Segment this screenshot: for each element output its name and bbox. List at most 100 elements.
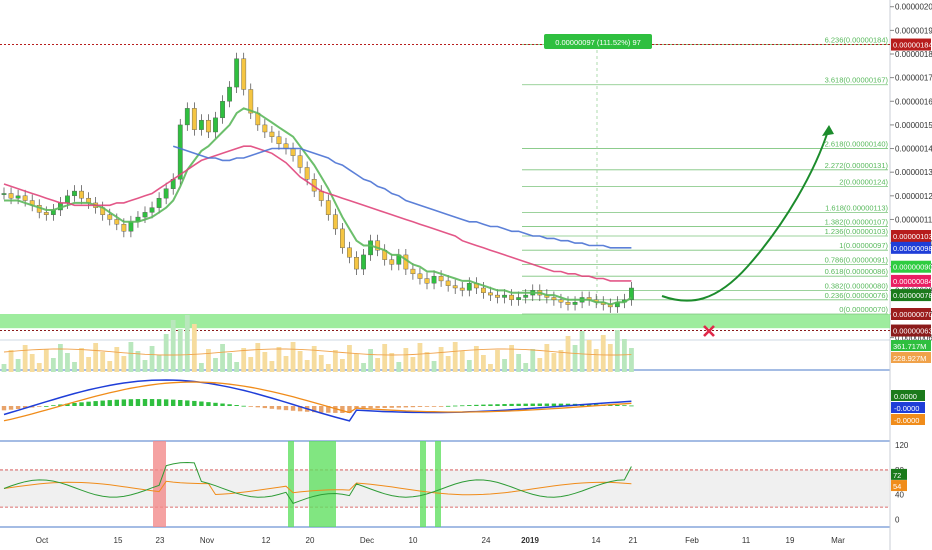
macd-histogram-bar [171,399,176,406]
macd-histogram-bar [431,406,437,407]
macd-histogram-bar [44,406,49,407]
candle-body [1,193,7,195]
volume-bar [502,359,507,372]
volume-bar [142,360,148,372]
measure-badge-label: 0.00000097 (111.52%) 97 [555,38,641,47]
price-tag-background [891,260,931,273]
macd-tag-label: 0.0000 [894,392,917,401]
macd-histogram-bar [382,406,387,408]
macd-histogram-bar [558,403,564,406]
candle-body [79,190,84,199]
rsi-band [0,469,890,508]
candle-body [368,240,373,256]
rsi-tag-background [891,468,907,480]
volume-bar [389,353,395,372]
macd-histogram-bar [523,403,528,406]
time-axis-tick-label: 14 [592,536,601,545]
fib-level-label: 2.272(0.00000131) [825,161,889,170]
fib-level-label: 0.618(0.00000086) [825,267,889,276]
candle-body [389,259,395,265]
volume-bar [206,349,211,372]
volume-bar [220,344,225,372]
volume-average-line [3,348,632,356]
macd-histogram-bar [107,400,112,406]
macd-histogram-bar [410,406,416,408]
time-axis-tick-label: 15 [114,536,123,545]
fib-level-label: 2(0.00000124) [839,177,888,186]
macd-histogram-bar [51,405,56,407]
fib-level-label: 0(0.00000070) [839,305,888,314]
time-axis-tick-label: Dec [360,536,374,545]
candle-body [340,228,345,249]
fib-level-label: 1.382(0.00000107) [825,218,889,227]
fib-level-label: 2.618(0.00000140) [825,140,889,149]
volume-bar [72,362,77,372]
volume-bar [128,342,134,372]
candle-body [262,124,268,133]
candle-body [375,240,381,251]
volume-bar [149,346,155,372]
projection-arrow-head [822,125,834,136]
macd-histogram-bar [135,399,141,406]
candle-body [149,207,155,213]
candle-body [551,297,557,301]
candle-body [488,292,493,296]
price-tag-background [891,230,931,242]
price-tag-label: 0.00000184 [893,41,932,50]
price-tag-label: 0.00000098 [893,244,932,253]
volume-bar [622,339,627,372]
rsi-tag-label: 54 [893,482,901,491]
macd-histogram-bar [509,403,514,406]
candle-body [163,188,169,199]
volume-bar [318,355,324,372]
candle-body [184,108,190,126]
macd-histogram-bar [438,406,444,407]
volume-bar [544,344,550,372]
time-axis-tick-label: 12 [262,536,271,545]
macd-histogram-bar [551,403,557,406]
volume-bar [15,359,21,372]
macd-histogram-bar [65,403,70,406]
price-tag-background [891,38,931,51]
candle-body [481,287,486,293]
volume-bar [191,324,197,372]
candle-body [72,190,77,197]
volume-bar [382,344,388,372]
macd-histogram-bar [72,402,77,406]
macd-histogram-bar [8,406,14,410]
volume-bar [43,349,49,372]
volume-bar [213,358,218,372]
fib-level-label: 3.618(0.00000167) [825,76,889,85]
projection-curve [661,127,830,302]
macd-histogram-bar [453,405,458,407]
volume-bar [523,363,529,372]
volume-bar [396,362,402,372]
macd-histogram-bar [424,406,430,407]
price-tag-background [891,308,931,320]
volume-bar [241,348,247,372]
volume-bar [614,330,620,372]
volume-bar [290,342,296,372]
macd-histogram-bar [586,404,592,406]
rsi-highlight-zone [309,441,336,527]
time-axis-tick-label: Mar [831,536,845,545]
candle-body [466,283,472,291]
time-axis-tick-label: 21 [629,536,638,545]
macd-histogram-bar [22,406,28,409]
volume-bar [100,352,106,372]
time-axis-tick-label: 2019 [521,536,539,545]
volume-bar [572,345,578,372]
volume-bar [93,343,99,372]
macd-histogram-bar [234,405,239,406]
macd-histogram-bar [283,406,289,411]
volume-bar [403,348,409,372]
candle-body [297,155,303,168]
candle-body [509,294,514,301]
volume-bar [227,353,232,372]
